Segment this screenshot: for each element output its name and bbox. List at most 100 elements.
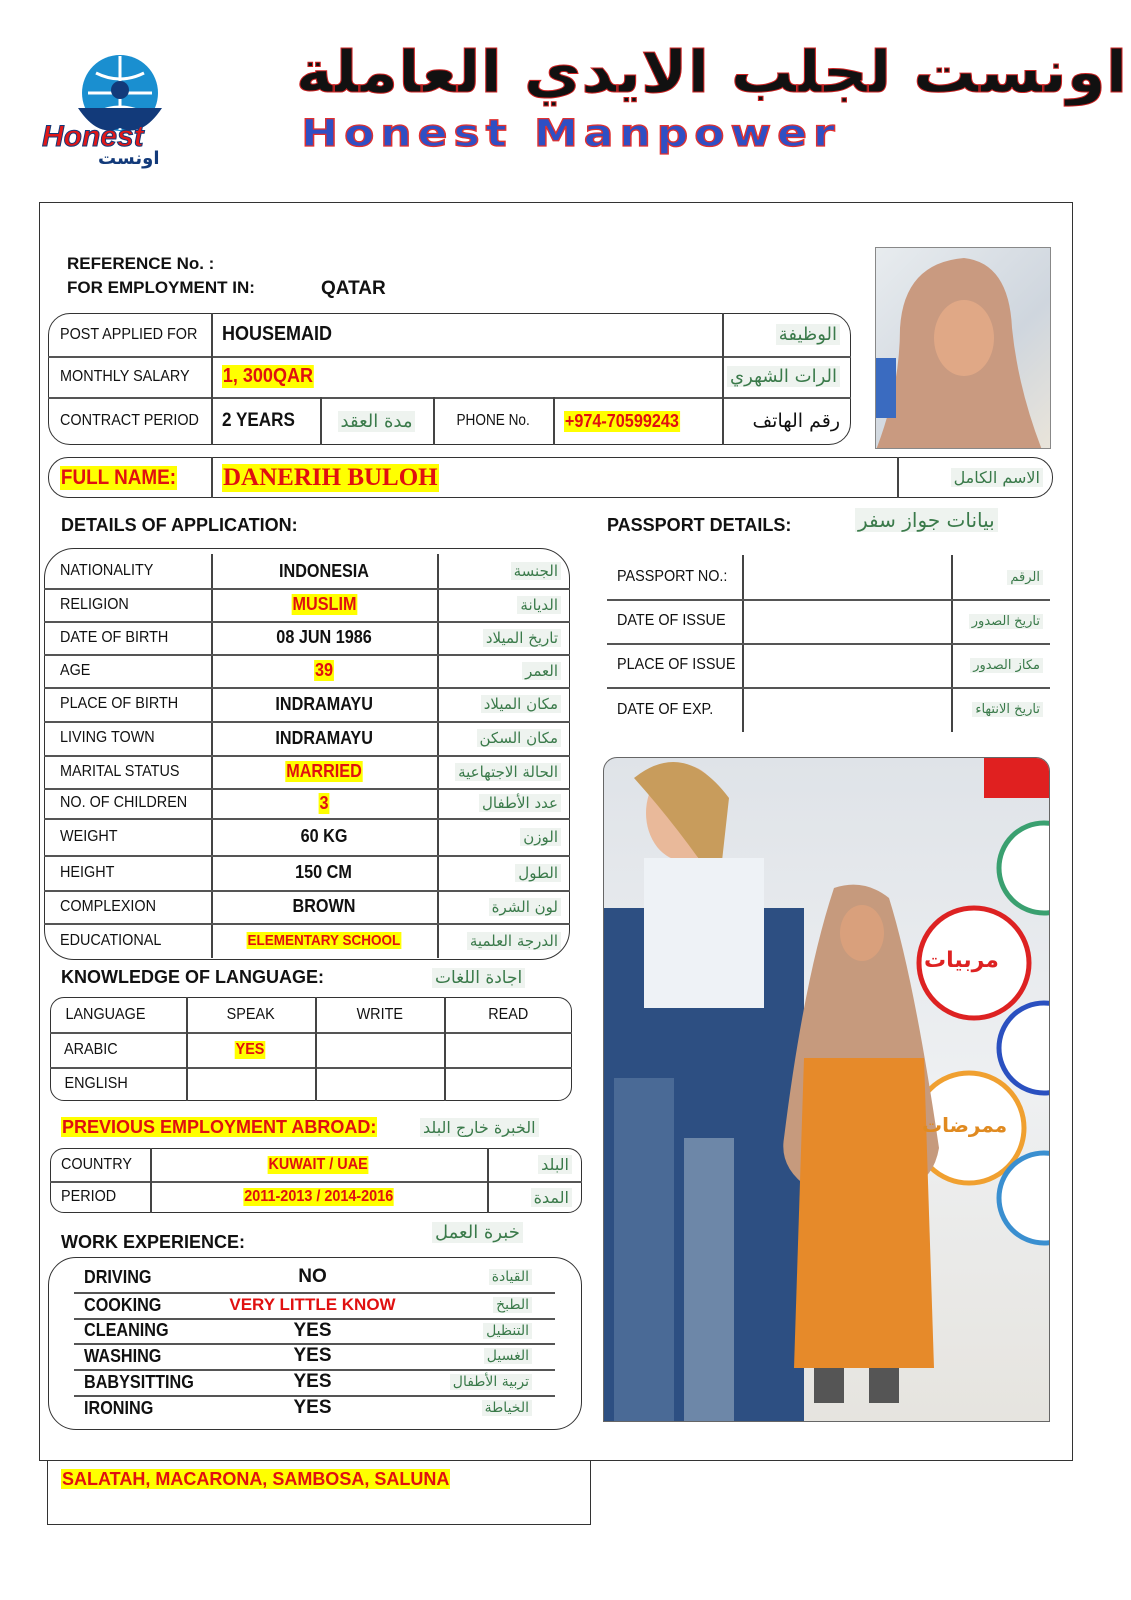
details-table — [44, 548, 570, 960]
salary-label: MONTHLY SALARY — [60, 367, 190, 385]
details-row: RELIGION — [60, 588, 136, 621]
contract-arabic: مدة العقد — [337, 410, 416, 432]
work-row: BABYSITTING — [84, 1369, 206, 1395]
work-value: VERY LITTLE KNOW — [229, 1295, 396, 1314]
details-row: COMPLEXION — [60, 890, 167, 923]
details-label: HEIGHT — [60, 863, 115, 881]
country-label: COUNTRY — [61, 1155, 132, 1173]
contract-value: 2 YEARS — [222, 410, 295, 431]
phone-arabic: رقم الهاتف — [752, 410, 840, 432]
full-name-value: DANERIH BULOH — [222, 463, 439, 492]
language-title: KNOWLEDGE OF LANGUAGE: — [61, 967, 324, 987]
work-label: WASHING — [84, 1345, 162, 1366]
details-label: PLACE OF BIRTH — [60, 695, 179, 712]
language-cell: ENGLISH — [64, 1075, 128, 1092]
work-experience-table — [48, 1257, 582, 1430]
details-arabic: الديانة — [517, 595, 561, 614]
header-arabic-title: اونست لجلب الايدي العاملة — [295, 38, 1128, 107]
cooking-notes-box — [47, 1460, 591, 1525]
details-value: BROWN — [292, 896, 356, 916]
passport-title-arabic: بيانات جواز سفر — [855, 508, 998, 532]
logo-text: Honest — [42, 120, 145, 154]
details-arabic: العمر — [522, 661, 561, 680]
work-arabic: الغسيل — [483, 1348, 532, 1364]
details-value: MARRIED — [285, 761, 363, 782]
full-name-row — [48, 457, 1053, 498]
details-row: MARITAL STATUS — [60, 755, 193, 788]
work-arabic: القيادة — [488, 1269, 532, 1285]
details-value: INDRAMAYU — [275, 727, 373, 748]
passport-arabic: تاريخ الصدور — [968, 613, 1043, 629]
previous-title-arabic: الخبرة خارج البلد — [420, 1118, 539, 1137]
details-row: PLACE OF BIRTH — [60, 687, 191, 721]
work-arabic: تربية الأطفال — [449, 1374, 532, 1390]
details-arabic: الوزن — [520, 827, 561, 846]
details-row: HEIGHT — [60, 855, 120, 890]
employment-label: FOR EMPLOYMENT IN: — [67, 278, 255, 297]
details-arabic: عدد الأطفال — [479, 794, 561, 812]
details-arabic: الدرجة العلمية — [466, 931, 561, 950]
work-label: CLEANING — [84, 1320, 169, 1340]
period-arabic: المدة — [530, 1187, 572, 1207]
details-value: ELEMENTARY SCHOOL — [246, 932, 402, 949]
logo-arabic: اونست — [98, 148, 160, 169]
details-label: RELIGION — [60, 595, 129, 613]
salary-value: 1, 300QAR — [222, 365, 314, 388]
details-value: 08 JUN 1986 — [276, 627, 372, 647]
work-row: COOKING — [84, 1292, 170, 1318]
poster-text-nurses: ممرضات — [922, 1113, 1008, 1137]
details-label: NATIONALITY — [60, 562, 154, 579]
work-label: COOKING — [84, 1294, 162, 1315]
details-value: INDRAMAYU — [275, 693, 373, 714]
period-label: PERIOD — [61, 1188, 117, 1205]
work-row: IRONING — [84, 1395, 161, 1421]
language-cell: READ — [487, 1005, 528, 1023]
passport-row: PASSPORT NO.: — [617, 555, 740, 599]
details-value: 39 — [314, 660, 334, 681]
work-value: YES — [293, 1371, 332, 1392]
language-table — [50, 997, 572, 1101]
work-label: DRIVING — [84, 1266, 152, 1287]
work-row: DRIVING — [84, 1262, 159, 1292]
details-arabic: تاريخ الميلاد — [482, 628, 561, 647]
work-row: WASHING — [84, 1343, 170, 1369]
details-row: DATE OF BIRTH — [60, 621, 180, 654]
details-label: EDUCATIONAL — [60, 931, 162, 949]
passport-row: DATE OF ISSUE — [617, 599, 738, 643]
details-label: AGE — [60, 661, 91, 679]
passport-label: PLACE OF ISSUE — [617, 656, 736, 673]
work-title: WORK EXPERIENCE: — [61, 1232, 246, 1252]
contract-label: CONTRACT PERIOD — [60, 412, 199, 429]
country-arabic: البلد — [538, 1155, 572, 1174]
details-value: 60 KG — [300, 826, 348, 846]
passport-title: PASSPORT DETAILS: — [607, 515, 792, 535]
details-label: WEIGHT — [60, 827, 118, 845]
header-english-title: Honest Manpower — [301, 111, 841, 156]
work-value: NO — [298, 1266, 327, 1287]
post-label: POST APPLIED FOR — [60, 325, 198, 343]
work-value: YES — [293, 1345, 332, 1366]
language-cell: SPEAK — [226, 1005, 275, 1023]
passport-arabic: الرقم — [1007, 569, 1043, 585]
details-label: DATE OF BIRTH — [60, 628, 169, 646]
details-row: NO. OF CHILDREN — [60, 788, 201, 818]
language-cell: ARABIC — [63, 1040, 118, 1058]
work-label: BABYSITTING — [84, 1371, 194, 1392]
details-row: EDUCATIONAL — [60, 923, 173, 958]
salary-arabic: الرات الشهري — [727, 366, 840, 387]
reference-label: REFERENCE No. : — [67, 254, 215, 273]
details-row: AGE — [60, 654, 94, 687]
previous-title: PREVIOUS EMPLOYMENT ABROAD: — [61, 1117, 378, 1137]
post-arabic: الوظيفة — [775, 324, 840, 345]
passport-row: DATE OF EXP. — [617, 687, 724, 732]
details-title: DETAILS OF APPLICATION: — [61, 515, 298, 535]
language-cell: LANGUAGE — [65, 1005, 146, 1023]
passport-label: PASSPORT NO.: — [617, 568, 728, 585]
cooking-notes-text: SALATAH, MACARONA, SAMBOSA, SALUNA — [61, 1469, 451, 1489]
work-arabic: الخياطة — [481, 1400, 532, 1416]
details-value: MUSLIM — [291, 594, 357, 615]
details-value: INDONESIA — [278, 560, 369, 581]
period-value: 2011-2013 / 2014-2016 — [243, 1188, 394, 1206]
passport-label: DATE OF ISSUE — [617, 612, 726, 629]
job-info-table — [48, 313, 851, 445]
